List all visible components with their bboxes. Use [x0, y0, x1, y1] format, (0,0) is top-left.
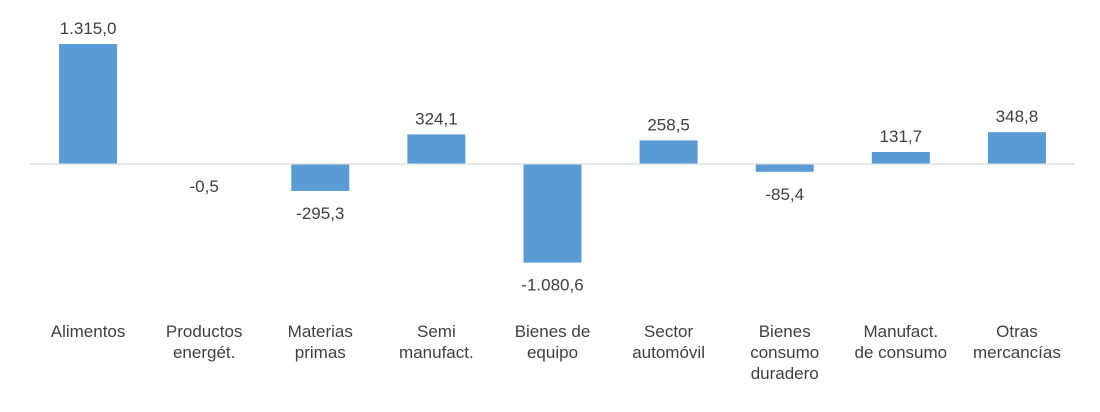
value-label-6: -85,4: [765, 185, 804, 204]
category-label-6: Bienes consumo duradero: [750, 322, 819, 383]
value-label-0: 1.315,0: [60, 19, 117, 38]
bar-5: [639, 140, 698, 164]
bar-2: [291, 164, 350, 191]
category-label-0: Alimentos: [51, 322, 126, 341]
bar-4: [523, 164, 582, 263]
value-label-1: -0,5: [190, 177, 219, 196]
bar-6: [755, 164, 814, 172]
category-label-3: Semi manufact.: [399, 322, 474, 362]
value-label-5: 258,5: [647, 115, 690, 134]
value-label-4: -1.080,6: [521, 276, 583, 295]
value-label-8: 348,8: [996, 107, 1039, 126]
bars-group: [59, 44, 1046, 263]
category-label-2: Materias primas: [288, 322, 353, 362]
value-labels-group: 1.315,0 -0,5 -295,3 324,1 -1.080,6 258,5 -85,4…: [60, 19, 1039, 295]
bar-8: [987, 132, 1046, 164]
value-label-3: 324,1: [415, 109, 458, 128]
value-label-7: 131,7: [880, 127, 923, 146]
bar-0: [59, 44, 118, 164]
bar-7: [871, 151, 930, 164]
category-labels-group: Alimentos Productos energét. Materias primas…: [51, 322, 1061, 383]
category-label-1: Productos energét.: [166, 322, 243, 362]
value-label-2: -295,3: [296, 204, 344, 223]
category-label-7: Manufact. de consumo: [855, 322, 948, 362]
category-label-5: Sector automóvil: [632, 322, 705, 362]
bar-3: [407, 134, 466, 164]
category-label-4: Bienes de equipo: [515, 322, 591, 362]
category-label-8: Otras mercancías: [973, 322, 1061, 362]
